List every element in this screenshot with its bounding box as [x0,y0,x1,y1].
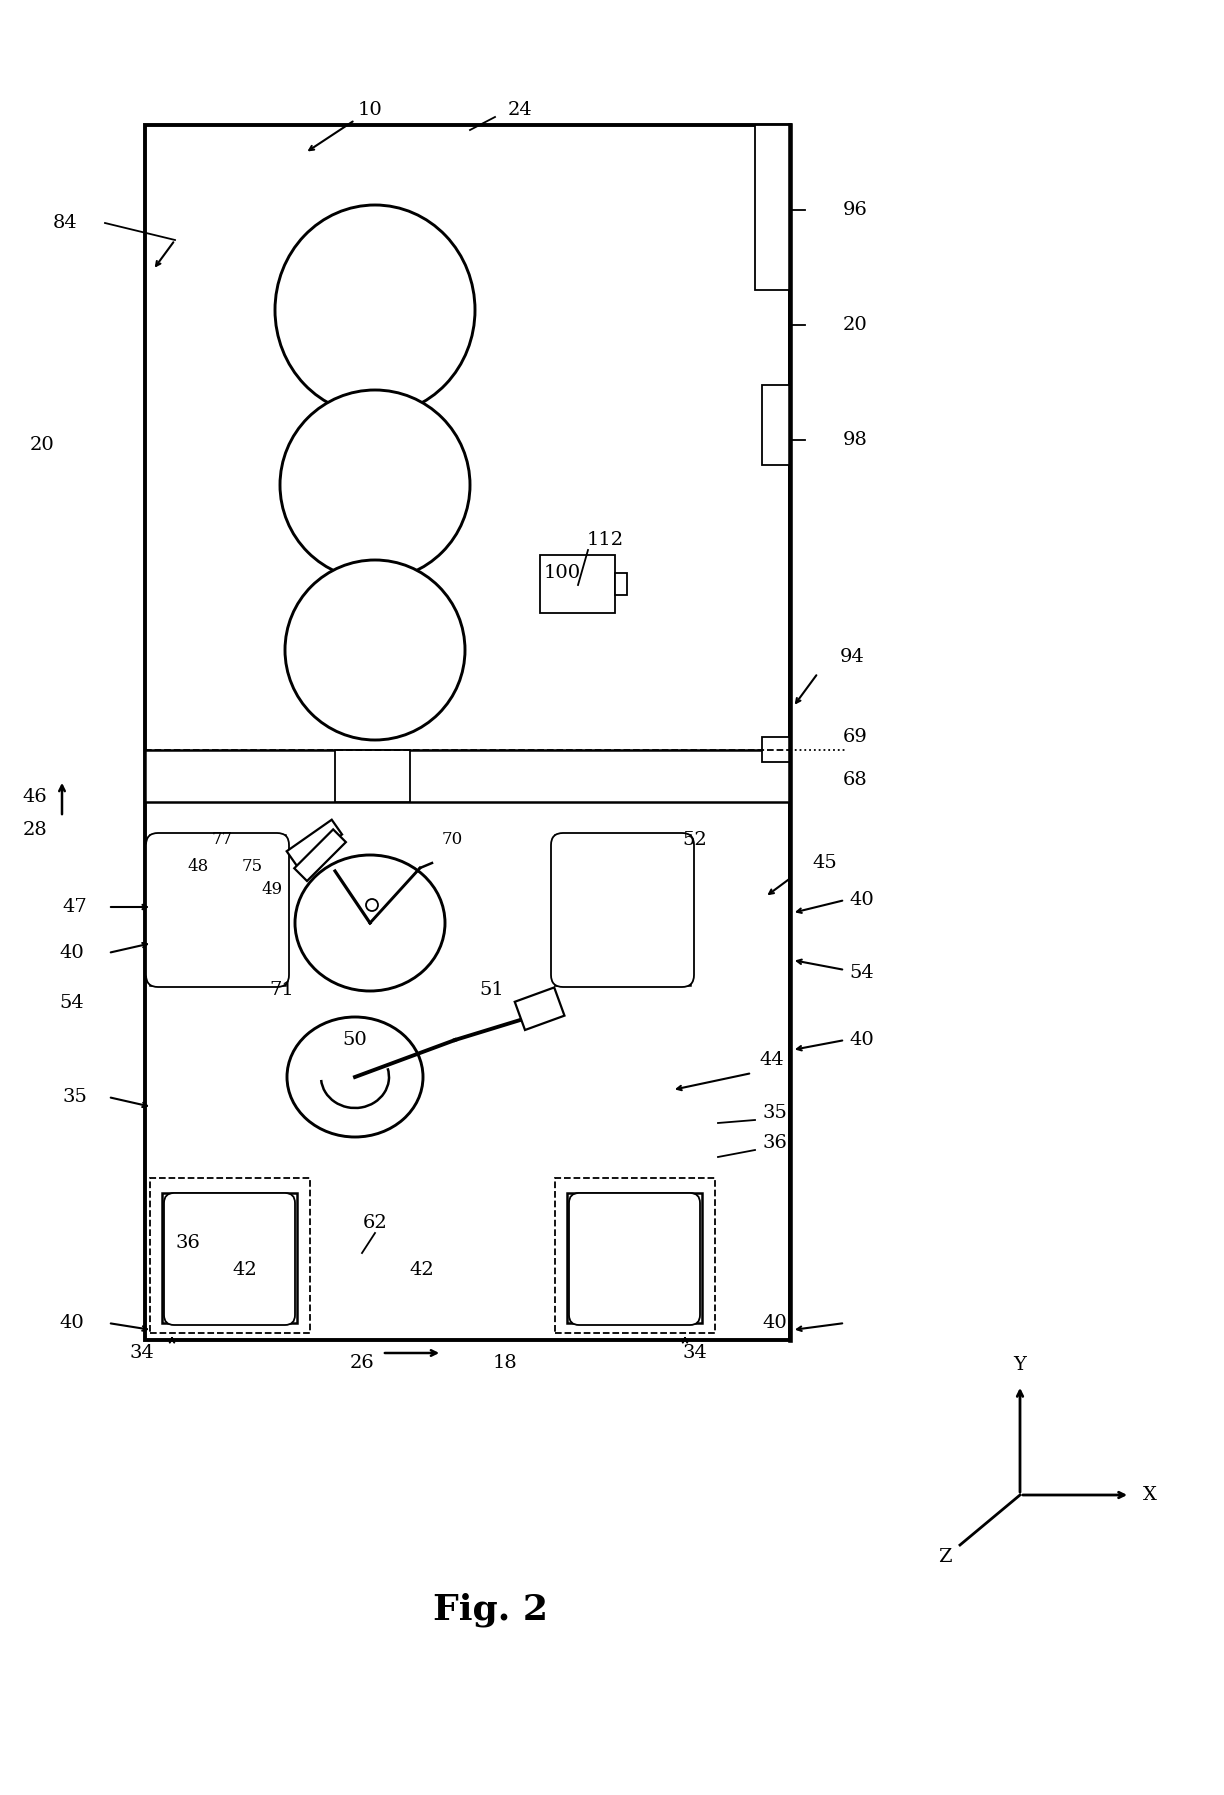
Text: 77: 77 [212,831,233,849]
Text: 40: 40 [849,1030,874,1048]
Bar [763,738,789,763]
Text: 18: 18 [492,1353,518,1371]
Bar [763,384,789,465]
FancyBboxPatch shape [146,833,289,987]
Text: 52: 52 [683,831,707,849]
Ellipse shape [295,854,446,991]
Text: 34: 34 [130,1344,154,1362]
FancyBboxPatch shape [551,833,694,987]
Text: 46: 46 [22,788,48,806]
Text: 10: 10 [357,101,382,118]
Ellipse shape [275,205,475,415]
Text: 51: 51 [480,982,504,1000]
Text: 24: 24 [508,101,532,118]
Bar [567,1194,703,1323]
Text: 69: 69 [842,729,868,747]
Text: 28: 28 [22,820,48,838]
Text: Z: Z [939,1547,952,1565]
Text: 96: 96 [842,201,868,219]
Text: 20: 20 [29,436,54,454]
Text: 112: 112 [586,531,623,549]
Bar [540,555,614,614]
Text: 35: 35 [763,1104,787,1122]
Bar [286,820,341,865]
Text: 75: 75 [241,858,263,876]
Bar [144,750,789,802]
Text: 100: 100 [543,564,580,582]
Text: 84: 84 [53,214,77,232]
Text: 47: 47 [62,898,87,915]
Text: 54: 54 [849,964,874,982]
Text: 40: 40 [763,1314,787,1332]
Text: 40: 40 [60,1314,84,1332]
Text: X: X [1143,1486,1157,1504]
Bar [162,1194,297,1323]
Text: 20: 20 [842,316,868,334]
Bar [554,1178,715,1334]
Text: 45: 45 [813,854,837,872]
Bar [614,573,627,594]
FancyBboxPatch shape [164,1194,295,1325]
Ellipse shape [280,390,470,580]
FancyBboxPatch shape [569,1194,700,1325]
Text: 36: 36 [175,1233,201,1251]
Text: 40: 40 [849,890,874,908]
Bar [554,835,690,985]
Text: 36: 36 [763,1134,787,1152]
Text: 68: 68 [842,772,868,790]
Ellipse shape [366,899,378,912]
Bar [151,1178,310,1334]
Text: 62: 62 [362,1213,387,1231]
Text: Fig. 2: Fig. 2 [432,1592,547,1628]
Text: 26: 26 [350,1353,375,1371]
Bar [144,126,789,1341]
Text: 35: 35 [62,1088,87,1106]
Text: 71: 71 [269,982,295,1000]
Bar [515,987,564,1030]
Ellipse shape [286,1018,424,1136]
Text: 48: 48 [187,858,208,876]
Text: 40: 40 [60,944,84,962]
Text: 42: 42 [410,1262,435,1280]
Text: 94: 94 [840,648,864,666]
Text: 44: 44 [760,1052,785,1070]
Text: 50: 50 [343,1030,367,1048]
Bar [294,829,346,881]
Text: 70: 70 [442,831,463,849]
Bar [335,750,410,802]
Bar [755,126,789,291]
Ellipse shape [285,560,465,740]
Bar [151,835,285,985]
Text: Y: Y [1013,1355,1027,1373]
Text: 54: 54 [60,994,84,1012]
Text: 42: 42 [233,1262,257,1280]
Text: 34: 34 [683,1344,707,1362]
Text: 98: 98 [842,431,868,449]
Text: 49: 49 [262,881,283,899]
